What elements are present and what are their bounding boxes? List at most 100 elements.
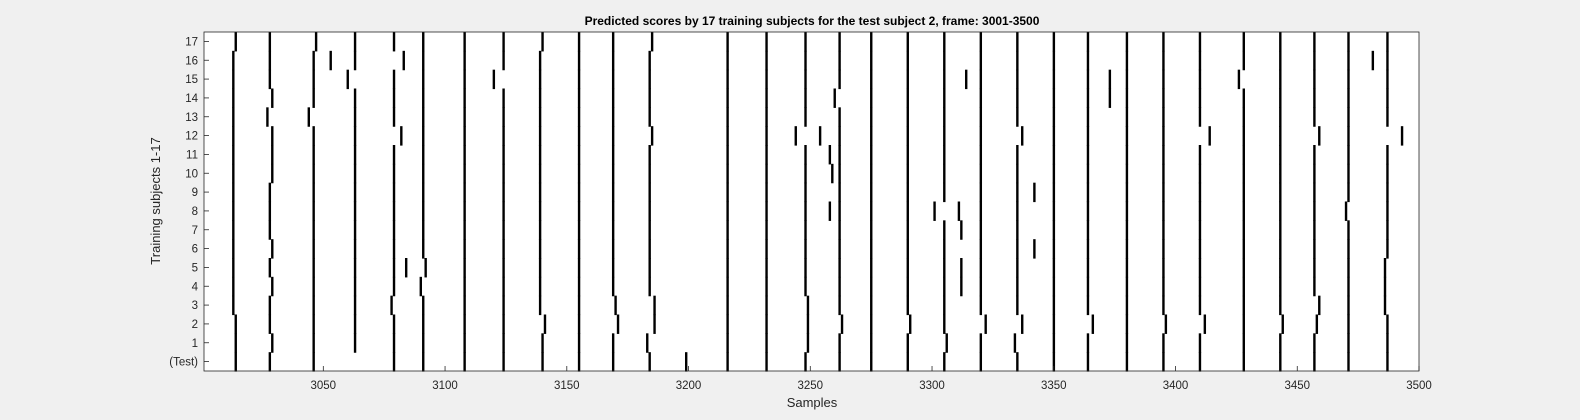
event-mark: [1086, 295, 1090, 316]
event-mark: [648, 163, 651, 184]
event-mark: [232, 295, 235, 316]
event-mark: [726, 107, 729, 127]
event-mark: [906, 50, 909, 71]
event-mark: [1242, 145, 1245, 165]
event-mark: [1086, 69, 1090, 90]
event-mark: [726, 201, 729, 221]
event-mark: [463, 201, 466, 221]
event-mark: [234, 32, 237, 52]
event-mark: [1086, 107, 1090, 127]
event-mark: [1347, 182, 1350, 203]
y-axis-label: Training subjects 1-17: [148, 137, 163, 264]
event-mark: [1125, 88, 1129, 108]
event-mark: [232, 145, 235, 165]
event-mark: [1313, 182, 1316, 203]
event-mark: [611, 258, 615, 278]
event-mark: [870, 126, 873, 146]
event-mark: [353, 107, 357, 127]
event-mark: [765, 333, 768, 353]
event-mark: [1125, 163, 1129, 184]
event-mark: [1125, 333, 1129, 353]
event-mark: [870, 220, 873, 240]
event-mark: [502, 182, 505, 203]
event-mark: [1052, 32, 1056, 52]
event-mark: [1198, 69, 1202, 90]
event-mark: [392, 88, 396, 108]
event-mark: [765, 201, 768, 221]
event-mark: [1052, 50, 1056, 71]
event-mark: [234, 333, 237, 353]
event-mark: [648, 352, 651, 372]
event-mark: [1016, 69, 1019, 90]
event-mark: [502, 295, 505, 316]
event-mark: [1162, 258, 1165, 278]
event-mark: [268, 32, 272, 52]
event-mark: [650, 126, 654, 146]
event-mark: [1347, 126, 1350, 146]
event-mark: [1016, 50, 1019, 71]
x-tick-label: 3450: [1284, 380, 1310, 392]
event-mark: [870, 145, 873, 165]
event-mark: [957, 201, 961, 221]
event-mark: [392, 107, 396, 127]
event-mark: [577, 69, 581, 90]
event-mark: [1198, 333, 1202, 353]
event-mark: [1371, 50, 1375, 71]
event-mark: [1016, 239, 1019, 259]
event-mark: [870, 201, 873, 221]
event-mark: [1125, 107, 1129, 127]
event-mark: [1162, 126, 1165, 146]
x-ticks-layer: 3050 3100 3150 3200 3250 3300 3350 3400 3450 3500: [311, 366, 1432, 392]
event-mark: [838, 126, 841, 146]
event-mark: [1279, 258, 1282, 278]
event-mark: [943, 69, 946, 90]
event-mark: [353, 333, 357, 353]
event-mark: [463, 126, 466, 146]
event-mark: [422, 239, 425, 259]
event-mark: [502, 276, 505, 297]
event-mark: [271, 333, 274, 353]
event-mark: [1347, 258, 1350, 278]
event-mark: [979, 333, 983, 353]
event-mark: [463, 163, 466, 184]
event-mark: [543, 314, 547, 334]
event-mark: [1198, 220, 1202, 240]
event-mark: [1386, 163, 1389, 184]
event-mark: [1279, 239, 1282, 259]
event-mark: [1033, 182, 1036, 203]
event-mark: [232, 163, 235, 184]
event-mark: [611, 163, 615, 184]
event-mark: [979, 107, 983, 127]
event-mark: [271, 239, 274, 259]
event-mark: [502, 314, 505, 334]
event-mark: [1242, 258, 1245, 278]
event-mark: [404, 258, 408, 278]
event-mark: [463, 32, 466, 52]
event-mark: [1279, 32, 1282, 52]
event-mark: [392, 145, 396, 165]
event-mark: [502, 352, 505, 372]
x-tick-label: 3350: [1041, 380, 1067, 392]
event-mark: [1347, 295, 1350, 316]
event-mark: [1052, 314, 1056, 334]
event-mark: [1021, 314, 1024, 334]
event-mark: [1242, 333, 1245, 353]
event-mark: [1052, 182, 1056, 203]
event-mark: [1279, 352, 1282, 372]
y-tick-label: 14: [185, 93, 198, 105]
event-mark: [943, 163, 946, 184]
event-mark: [611, 107, 615, 127]
event-mark: [906, 333, 909, 353]
event-mark: [979, 88, 983, 108]
event-mark: [1208, 126, 1211, 146]
event-mark: [1347, 333, 1350, 353]
event-mark: [1125, 201, 1129, 221]
event-mark: [463, 220, 466, 240]
event-mark: [232, 276, 235, 297]
event-mark: [353, 314, 357, 334]
event-mark: [1052, 295, 1056, 316]
event-mark: [1315, 314, 1319, 334]
event-mark: [979, 126, 983, 146]
event-mark: [1386, 69, 1389, 90]
event-mark: [353, 239, 357, 259]
